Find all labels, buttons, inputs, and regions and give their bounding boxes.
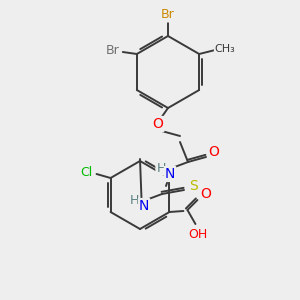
Text: CH₃: CH₃ [215, 44, 236, 54]
Text: H: H [156, 161, 166, 175]
Text: Br: Br [161, 8, 175, 22]
Text: N: N [139, 199, 149, 213]
Text: O: O [153, 117, 164, 131]
Text: OH: OH [188, 227, 207, 241]
Text: Br: Br [106, 44, 120, 58]
Text: Cl: Cl [80, 166, 93, 178]
Text: O: O [208, 145, 219, 159]
Text: O: O [200, 187, 211, 201]
Text: H: H [129, 194, 139, 206]
Text: N: N [165, 167, 175, 181]
Text: S: S [190, 179, 198, 193]
